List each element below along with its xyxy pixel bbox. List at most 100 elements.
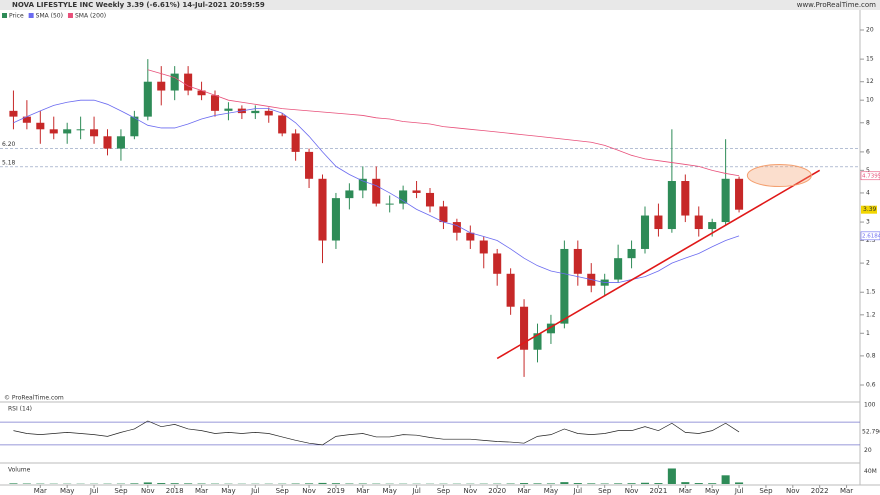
candle-body: [466, 232, 475, 241]
volume-bar: [721, 475, 730, 484]
candle-body: [76, 129, 85, 131]
candle-body: [197, 90, 206, 96]
trendline: [496, 169, 821, 360]
panel-title: Volume: [8, 467, 31, 474]
volume-bar: [587, 483, 596, 484]
candle-body: [439, 206, 448, 223]
candle-body: [520, 306, 529, 350]
volume-bar: [546, 483, 555, 484]
y-tick-label: 15: [866, 56, 874, 63]
x-tick-label: May: [544, 487, 558, 495]
candle-body: [90, 129, 99, 137]
volume-bar: [184, 483, 193, 484]
candle-body: [735, 178, 744, 210]
x-tick-label: 2019: [327, 487, 345, 495]
candle-body: [546, 323, 555, 334]
candle-body: [251, 110, 260, 114]
last-price-label: 3.39: [863, 206, 877, 213]
footer: © ProRealTime.com: [4, 395, 64, 402]
candle-body: [573, 248, 582, 274]
y-tick-label: 10: [866, 97, 874, 104]
volume-bar: [533, 483, 542, 484]
x-tick-label: May: [382, 487, 396, 495]
candle-body: [63, 129, 72, 134]
candle-body: [318, 178, 327, 241]
sma-value-label: 2.6184: [862, 233, 880, 239]
sma-value-label: 4.7395: [862, 173, 880, 179]
x-tick-label: Nov: [141, 487, 155, 495]
reference-label: 5.18: [2, 159, 16, 166]
chart-title: NOVA LIFESTYLE INC Weekly 3.39 (-6.61%) …: [12, 1, 265, 9]
candle-body: [278, 115, 287, 134]
candle-body: [640, 215, 650, 249]
x-tick-label: Jul: [411, 487, 421, 495]
x-tick-label: May: [705, 487, 719, 495]
legend-swatch: [2, 13, 7, 18]
sma-line: [147, 69, 740, 177]
legend-label: SMA (50): [36, 13, 63, 20]
candle-body: [493, 253, 502, 274]
candle-body: [614, 258, 623, 280]
rsi-last-label: 52.796: [862, 428, 880, 435]
legend-label: Price: [9, 13, 24, 20]
candle-body: [667, 181, 676, 230]
volume-bar: [681, 482, 690, 484]
candle-body: [224, 108, 233, 111]
y-tick-label: 1.5: [866, 289, 876, 296]
x-tick-label: Sep: [759, 487, 773, 495]
x-tick-label: Sep: [114, 487, 128, 495]
candle-body: [103, 136, 112, 149]
candle-body: [143, 81, 152, 117]
y-tick-label: 0.6: [866, 382, 876, 389]
candle-body: [372, 178, 381, 204]
candle-body: [291, 133, 300, 152]
x-tick-label: Nov: [786, 487, 800, 495]
candle-body: [22, 116, 31, 123]
x-tick-label: Jul: [573, 487, 583, 495]
candle-body: [708, 222, 717, 230]
y-tick-label: 2.5: [866, 237, 876, 244]
candle-body: [681, 181, 690, 216]
last-price-box: [861, 205, 877, 214]
volume-bar: [694, 483, 703, 484]
volume-bar: [654, 483, 663, 484]
volume-bar: [157, 483, 166, 484]
y-tick-label: 20: [866, 27, 874, 34]
volume-bar: [667, 468, 676, 484]
volume-bar: [130, 483, 139, 484]
y-tick-label: 100: [864, 402, 876, 409]
volume-bar: [735, 482, 744, 484]
candle-body: [506, 273, 515, 307]
candle-body: [116, 136, 125, 149]
candle-body: [358, 178, 367, 191]
candle-body: [721, 178, 730, 223]
volume-bar: [640, 482, 650, 484]
candle-body: [533, 333, 542, 350]
x-tick-label: Jul: [89, 487, 99, 495]
candle-body: [157, 81, 166, 91]
y-tick-label: 12: [866, 78, 874, 85]
x-tick-label: Jul: [734, 487, 744, 495]
sma-value-box: [860, 171, 880, 181]
volume-bar: [318, 482, 327, 484]
x-tick-label: 2018: [166, 487, 184, 495]
candle-body: [305, 151, 314, 179]
candle-body: [694, 215, 703, 230]
x-tick-label: May: [60, 487, 74, 495]
volume-bar: [708, 483, 717, 484]
y-tick-label: 1.2: [866, 311, 876, 318]
x-tick-label: Mar: [517, 487, 530, 495]
candle-body: [425, 192, 435, 207]
candle-body: [479, 240, 488, 254]
sma-value-box: [860, 231, 880, 241]
volume-bar: [520, 483, 529, 484]
candle-body: [412, 190, 421, 193]
candle-body: [452, 222, 461, 233]
y-tick-label: 1: [866, 330, 870, 337]
x-tick-label: 2022: [811, 487, 829, 495]
legend-swatch: [28, 13, 34, 18]
x-tick-label: Sep: [276, 487, 290, 495]
x-tick-label: May: [221, 487, 235, 495]
candle-body: [130, 116, 139, 137]
y-tick-label: 2: [866, 260, 870, 267]
